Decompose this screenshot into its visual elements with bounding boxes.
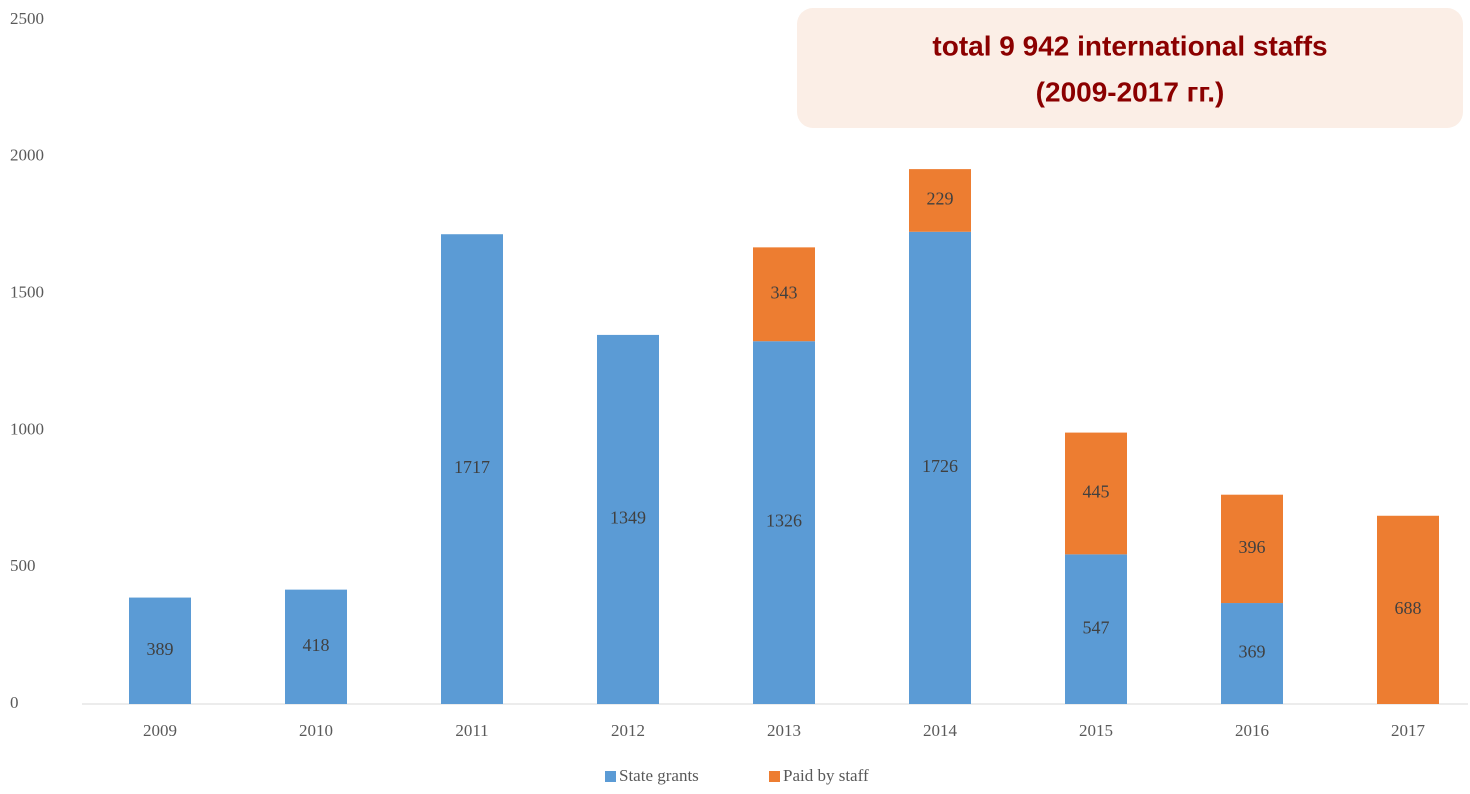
legend-swatch bbox=[769, 771, 780, 782]
x-tick-label: 2013 bbox=[767, 721, 801, 740]
x-tick-label: 2010 bbox=[299, 721, 333, 740]
bar-segment bbox=[909, 231, 971, 704]
x-tick-label: 2011 bbox=[455, 721, 488, 740]
annotation: total 9 942 international staffs bbox=[932, 30, 1327, 61]
data-label: 688 bbox=[1395, 598, 1422, 618]
bar-segment bbox=[1221, 603, 1283, 704]
legend-label: State grants bbox=[619, 766, 699, 785]
data-label: 389 bbox=[147, 639, 174, 659]
bar-segment bbox=[1221, 494, 1283, 604]
legend-label: Paid by staff bbox=[783, 766, 869, 785]
bar-segment bbox=[1065, 432, 1127, 555]
y-tick-label: 500 bbox=[10, 556, 36, 575]
y-tick-label: 2500 bbox=[10, 9, 44, 28]
bar-segment bbox=[909, 169, 971, 232]
data-label: 1326 bbox=[766, 511, 802, 531]
y-tick-label: 1500 bbox=[10, 283, 44, 302]
data-label: 343 bbox=[771, 282, 798, 302]
bar-segment bbox=[597, 334, 659, 704]
y-tick-label: 1000 bbox=[10, 419, 44, 438]
data-label: 396 bbox=[1239, 537, 1266, 557]
x-tick-label: 2015 bbox=[1079, 721, 1113, 740]
data-label: 369 bbox=[1239, 642, 1266, 662]
y-tick-label: 2000 bbox=[10, 146, 44, 165]
x-tick-label: 2017 bbox=[1391, 721, 1426, 740]
data-label: 1726 bbox=[922, 456, 958, 476]
annotation-box bbox=[797, 8, 1463, 128]
data-label: 445 bbox=[1083, 482, 1110, 502]
bar-segment bbox=[753, 341, 815, 704]
annotation: (2009-2017 гг.) bbox=[1036, 76, 1225, 107]
x-tick-label: 2016 bbox=[1235, 721, 1269, 740]
bar-segment bbox=[753, 247, 815, 342]
bar-segment bbox=[1377, 515, 1439, 704]
bar-segment bbox=[129, 597, 191, 704]
legend-swatch bbox=[605, 771, 616, 782]
data-label: 547 bbox=[1083, 617, 1110, 637]
data-label: 1717 bbox=[454, 457, 490, 477]
data-label: 229 bbox=[927, 189, 954, 209]
data-label: 418 bbox=[303, 635, 330, 655]
data-label: 1349 bbox=[610, 508, 646, 528]
x-tick-label: 2014 bbox=[923, 721, 958, 740]
bar-segment bbox=[441, 234, 503, 704]
y-tick-label: 0 bbox=[10, 693, 19, 712]
bar-segment bbox=[1065, 554, 1127, 704]
x-tick-label: 2012 bbox=[611, 721, 645, 740]
bar-segment bbox=[285, 589, 347, 704]
x-tick-label: 2009 bbox=[143, 721, 177, 740]
